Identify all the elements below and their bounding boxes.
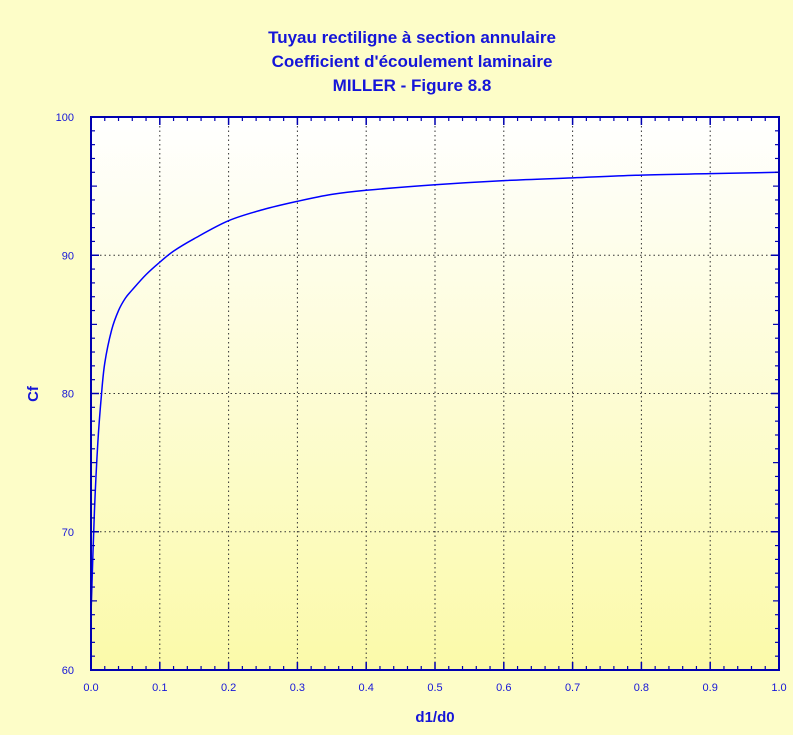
x-tick-label: 0.6: [496, 682, 511, 694]
y-tick-label: 90: [62, 250, 74, 262]
chart-title-line-3: MILLER - Figure 8.8: [333, 76, 492, 95]
x-tick-label: 0.3: [290, 682, 305, 694]
chart-title-line-2: Coefficient d'écoulement laminaire: [272, 52, 553, 71]
y-tick-label: 80: [62, 389, 74, 401]
y-tick-label: 60: [62, 665, 74, 677]
x-tick-label: 0.8: [634, 682, 649, 694]
x-tick-label: 0.9: [703, 682, 718, 694]
plot-area: [91, 117, 779, 670]
chart-title-line-1: Tuyau rectiligne à section annulaire: [268, 28, 556, 47]
y-tick-label: 100: [56, 112, 74, 124]
x-tick-label: 0.0: [83, 682, 98, 694]
x-tick-label: 0.5: [427, 682, 442, 694]
y-axis-label: Cf: [25, 385, 42, 402]
x-tick-label: 0.2: [221, 682, 236, 694]
x-axis-label: d1/d0: [415, 709, 454, 726]
y-tick-label: 70: [62, 527, 74, 539]
x-tick-label: 0.4: [359, 682, 374, 694]
x-tick-label: 0.1: [152, 682, 167, 694]
cf-curve-line: [90, 171, 780, 615]
x-tick-label: 0.7: [565, 682, 580, 694]
x-tick-label: 1.0: [771, 682, 786, 694]
tick-marks: [90, 116, 780, 671]
tick-labels: 0.0 0.1 0.2 0.3 0.4 0.5 0.6 0.7 0.8 0.9 1.0 60 70 80 9…: [56, 112, 787, 694]
series-layer: [90, 171, 780, 615]
